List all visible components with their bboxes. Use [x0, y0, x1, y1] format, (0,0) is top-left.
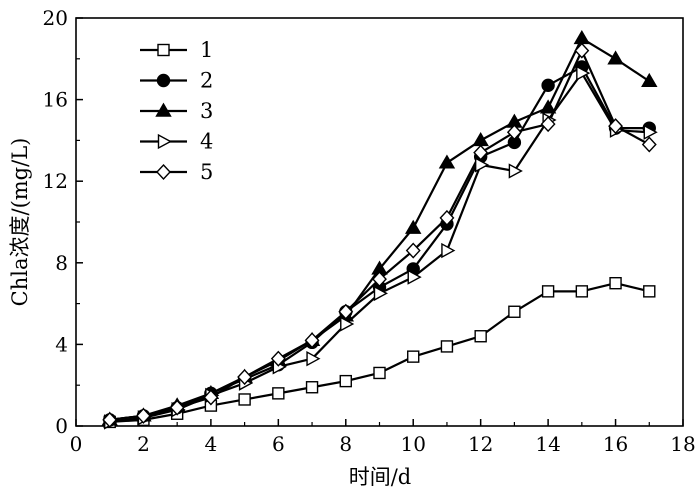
data-point — [405, 219, 422, 234]
legend-item: 1 — [140, 38, 213, 62]
legend-label: 3 — [200, 99, 213, 123]
data-point — [641, 136, 657, 153]
y-axis-label: Chla浓度/(mg/L) — [8, 138, 32, 307]
data-point — [541, 78, 555, 93]
y-tick-label: 20 — [43, 6, 68, 30]
data-point — [238, 393, 251, 406]
data-point — [407, 269, 422, 285]
data-point — [508, 305, 521, 318]
legend-marker — [156, 163, 171, 181]
legend-marker — [155, 102, 172, 117]
x-tick-label: 0 — [70, 432, 83, 456]
data-point — [573, 30, 591, 45]
data-point — [305, 381, 319, 394]
data-point — [405, 242, 421, 259]
data-point — [643, 285, 656, 298]
data-point — [340, 316, 355, 332]
series-3 — [109, 37, 650, 421]
data-point — [643, 124, 658, 140]
series-5 — [109, 49, 650, 421]
data-point — [372, 271, 387, 288]
data-point — [203, 389, 219, 406]
data-point — [102, 411, 118, 428]
data-point — [237, 369, 253, 386]
data-point — [574, 42, 590, 59]
data-point — [472, 132, 489, 147]
x-tick-label: 18 — [670, 432, 695, 456]
series-3-points — [101, 30, 658, 426]
data-point — [306, 351, 321, 367]
legend-label: 5 — [200, 160, 213, 184]
x-tick-label: 14 — [535, 432, 560, 456]
data-point — [540, 116, 556, 133]
data-point — [607, 50, 624, 65]
x-axis-ticks: 0 2 4 6 8 10 12 14 16 18 — [70, 419, 696, 456]
data-point — [373, 285, 388, 302]
series-line — [109, 37, 650, 421]
legend-label: 4 — [200, 130, 213, 154]
data-point — [609, 277, 622, 290]
legend-label: 2 — [200, 69, 213, 93]
legend-marker — [157, 43, 170, 57]
data-point — [169, 399, 185, 416]
legend: 1 2 3 4 5 — [140, 38, 213, 184]
legend-item: 5 — [140, 160, 213, 184]
series-line — [109, 49, 650, 421]
data-point — [641, 72, 658, 87]
data-point — [441, 242, 456, 259]
data-point — [135, 407, 151, 424]
data-point — [608, 118, 624, 135]
data-point — [373, 366, 386, 380]
data-point — [272, 387, 285, 400]
series-5-points — [102, 42, 657, 428]
data-point — [508, 163, 523, 179]
x-tick-label: 8 — [339, 432, 352, 456]
y-tick-label: 12 — [43, 169, 68, 193]
data-point — [575, 285, 589, 298]
y-axis-ticks: 0 4 8 12 16 20 — [43, 6, 83, 438]
x-tick-label: 16 — [603, 432, 628, 456]
y-tick-label: 0 — [55, 414, 68, 438]
data-point — [541, 285, 555, 298]
x-axis-label: 时间/d — [349, 465, 412, 489]
data-point — [339, 374, 352, 388]
x-tick-label: 6 — [272, 432, 285, 456]
data-point — [438, 154, 456, 169]
x-tick-label: 2 — [137, 432, 150, 456]
series-layer — [101, 30, 658, 430]
legend-item: 3 — [140, 99, 213, 123]
legend-marker — [157, 133, 172, 150]
legend-marker — [156, 73, 171, 88]
data-point — [473, 144, 489, 161]
legend-label: 1 — [200, 38, 213, 62]
data-point — [304, 332, 320, 349]
data-point — [407, 350, 420, 363]
y-tick-label: 16 — [43, 88, 68, 112]
data-point — [474, 157, 490, 173]
data-point — [440, 340, 454, 353]
y-tick-label: 4 — [55, 332, 68, 356]
legend-item: 4 — [140, 130, 213, 154]
legend-item: 2 — [140, 69, 213, 93]
x-tick-label: 12 — [468, 432, 493, 456]
data-point — [338, 303, 354, 320]
data-point — [506, 124, 522, 141]
x-tick-label: 10 — [400, 432, 425, 456]
data-point — [576, 65, 591, 81]
y-tick-label: 8 — [55, 251, 68, 275]
x-tick-label: 4 — [205, 432, 218, 456]
data-point — [439, 209, 455, 226]
data-point — [539, 99, 557, 114]
data-point — [270, 350, 286, 367]
data-point — [474, 330, 487, 343]
